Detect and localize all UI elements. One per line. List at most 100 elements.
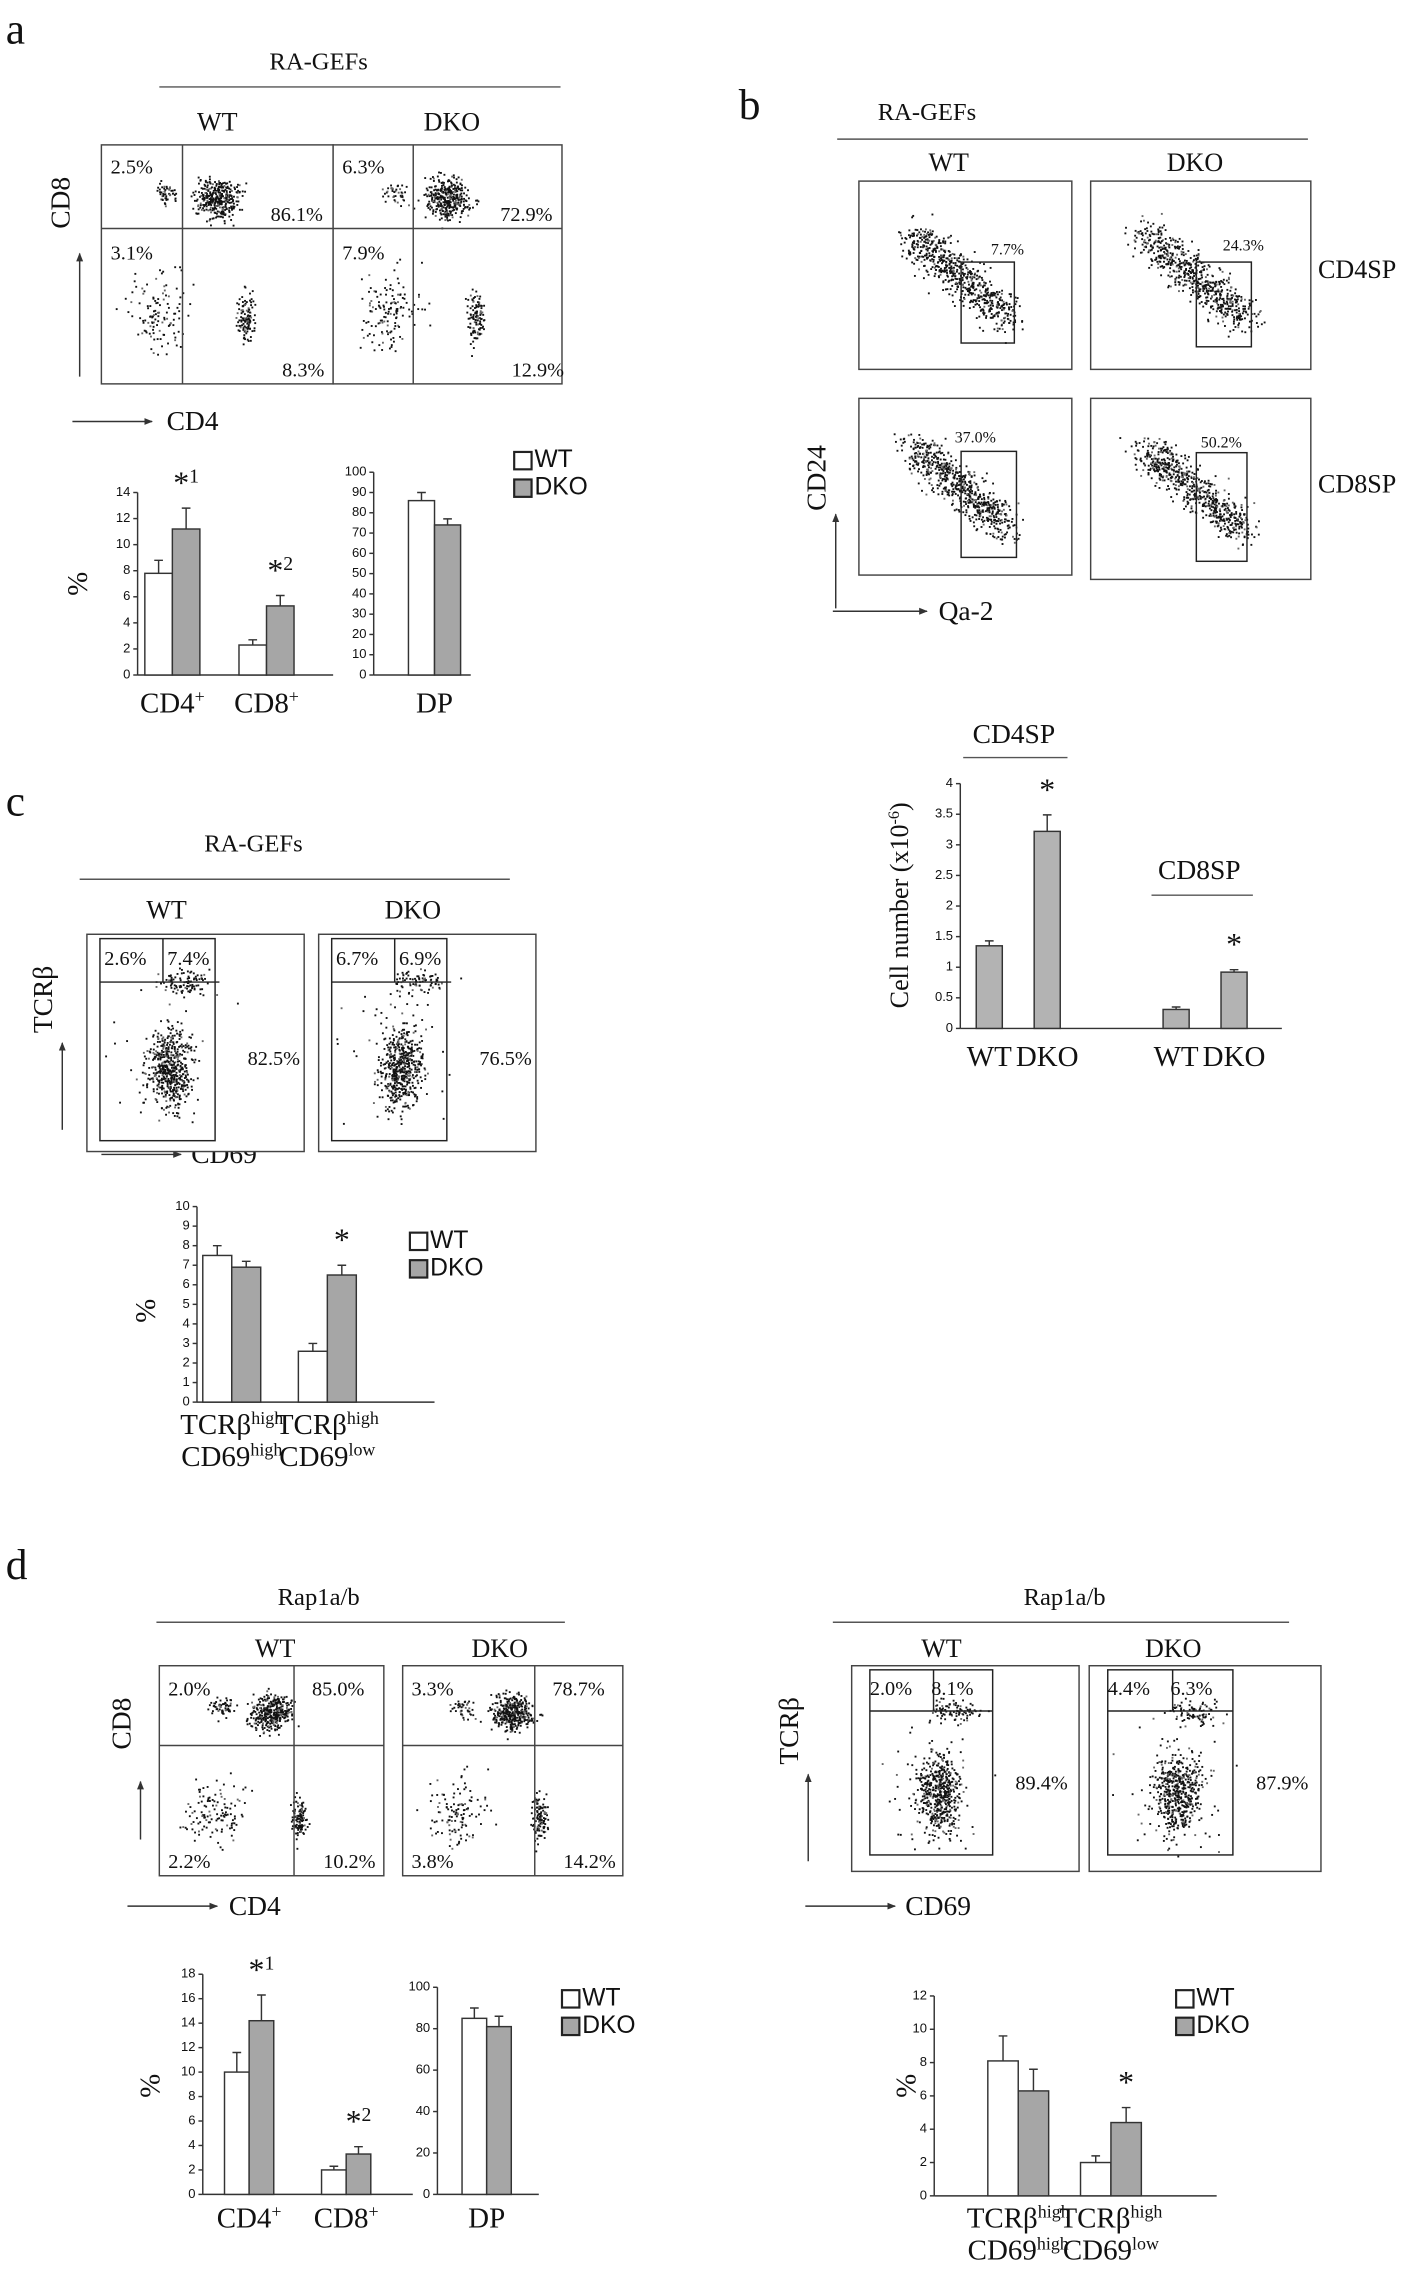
event-dot bbox=[384, 200, 387, 203]
event-dot bbox=[1159, 249, 1162, 251]
event-dot bbox=[1235, 511, 1238, 513]
event-dot bbox=[421, 977, 424, 980]
event-dot bbox=[920, 228, 922, 231]
event-dot bbox=[169, 1088, 172, 1091]
event-dot bbox=[179, 1074, 181, 1077]
event-dot bbox=[202, 203, 205, 206]
event-dot bbox=[181, 989, 184, 992]
event-dot bbox=[944, 467, 947, 470]
event-dot bbox=[984, 270, 987, 273]
event-dot bbox=[223, 181, 226, 184]
event-dot bbox=[235, 324, 238, 327]
event-dot bbox=[1197, 291, 1200, 294]
event-dot bbox=[968, 495, 971, 498]
event-dot bbox=[405, 185, 408, 188]
event-dot bbox=[204, 977, 206, 980]
event-dot bbox=[163, 1091, 166, 1094]
event-dot bbox=[468, 203, 471, 206]
event-dot bbox=[158, 329, 161, 332]
event-dot bbox=[984, 502, 987, 505]
event-dot bbox=[245, 332, 248, 335]
event-dot bbox=[187, 1079, 190, 1082]
event-dot bbox=[1215, 298, 1218, 301]
event-dot bbox=[402, 1074, 405, 1077]
event-dot bbox=[1220, 280, 1223, 283]
event-dot bbox=[393, 1046, 396, 1049]
event-dot bbox=[168, 1027, 170, 1030]
event-dot bbox=[1186, 485, 1189, 488]
event-dot bbox=[172, 1060, 174, 1063]
event-dot bbox=[937, 466, 940, 469]
event-dot bbox=[1219, 293, 1222, 296]
event-dot bbox=[1257, 533, 1260, 536]
event-dot bbox=[1167, 467, 1170, 470]
event-dot bbox=[413, 1093, 416, 1096]
event-dot bbox=[949, 242, 952, 244]
event-dot bbox=[169, 975, 172, 978]
event-dot bbox=[455, 187, 458, 190]
event-dot bbox=[1206, 489, 1209, 492]
event-dot bbox=[447, 188, 450, 191]
event-dot bbox=[1215, 516, 1218, 519]
event-dot bbox=[944, 240, 947, 243]
event-dot bbox=[1165, 475, 1168, 478]
event-dot bbox=[213, 204, 216, 207]
event-dot bbox=[180, 985, 183, 988]
event-dot bbox=[385, 1026, 388, 1029]
event-dot bbox=[424, 216, 427, 219]
event-dot bbox=[181, 1068, 184, 1070]
event-dot bbox=[921, 439, 924, 441]
event-dot bbox=[397, 1097, 400, 1100]
event-dot bbox=[1009, 508, 1012, 511]
event-dot bbox=[1204, 276, 1207, 279]
event-dot bbox=[418, 1041, 421, 1044]
event-dot bbox=[165, 199, 168, 201]
event-dot bbox=[1180, 268, 1183, 271]
event-dot bbox=[974, 299, 977, 302]
event-dot bbox=[196, 212, 199, 215]
event-dot bbox=[1199, 295, 1202, 297]
event-dot bbox=[210, 200, 212, 202]
event-dot bbox=[913, 240, 915, 243]
event-dot bbox=[1239, 314, 1241, 317]
event-dot bbox=[963, 298, 966, 301]
event-dot bbox=[943, 267, 946, 269]
population-percent: 2.6% bbox=[104, 948, 146, 970]
event-dot bbox=[918, 468, 920, 471]
event-dot bbox=[943, 475, 946, 478]
event-dot bbox=[394, 350, 397, 353]
column-label: WT bbox=[146, 895, 187, 924]
event-dot bbox=[247, 317, 250, 320]
event-dot bbox=[1191, 485, 1194, 488]
event-dot bbox=[172, 1093, 175, 1096]
event-dot bbox=[980, 291, 983, 294]
event-dot bbox=[982, 312, 985, 314]
event-dot bbox=[1193, 476, 1195, 479]
event-dot bbox=[146, 283, 149, 286]
event-dot bbox=[911, 261, 914, 264]
event-dot bbox=[225, 195, 227, 197]
event-dot bbox=[930, 484, 933, 487]
event-dot bbox=[173, 1063, 175, 1066]
event-dot bbox=[472, 314, 475, 316]
event-dot bbox=[1157, 465, 1160, 468]
event-dot bbox=[957, 509, 960, 511]
population-percent: 37.0% bbox=[955, 430, 996, 447]
event-dot bbox=[450, 190, 453, 193]
event-dot bbox=[1223, 522, 1226, 525]
event-dot bbox=[937, 479, 940, 482]
event-dot bbox=[381, 331, 383, 334]
event-dot bbox=[942, 256, 945, 259]
event-dot bbox=[455, 178, 458, 181]
event-dot bbox=[443, 186, 446, 189]
event-dot bbox=[1227, 305, 1230, 308]
event-dot bbox=[154, 1055, 157, 1058]
event-dot bbox=[157, 315, 160, 318]
event-dot bbox=[926, 232, 929, 235]
event-dot bbox=[1197, 278, 1200, 280]
event-dot bbox=[395, 316, 398, 319]
event-dot bbox=[942, 472, 944, 475]
event-dot bbox=[1163, 466, 1165, 469]
event-dot bbox=[449, 219, 451, 222]
event-dot bbox=[440, 204, 443, 207]
